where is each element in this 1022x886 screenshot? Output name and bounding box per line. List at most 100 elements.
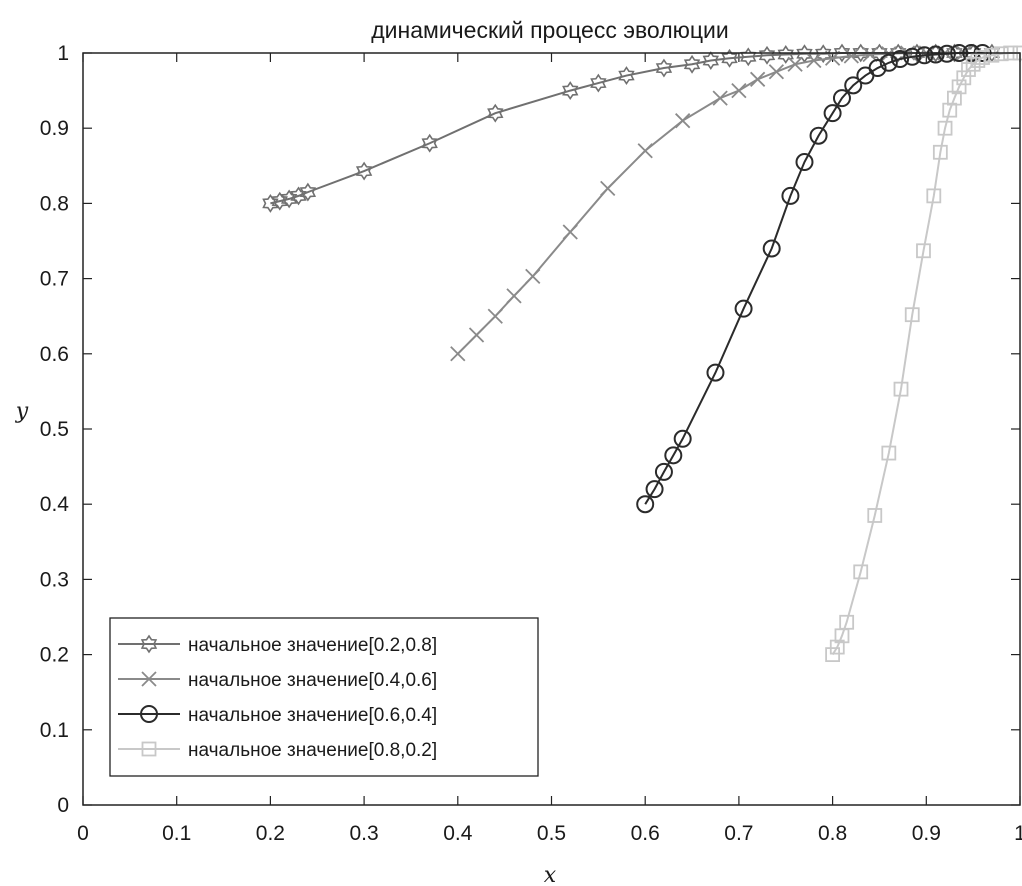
legend-label: начальное значение[0.2,0.8] [188,635,437,656]
y-tick-label: 1 [57,42,69,65]
data-point [956,70,972,86]
legend-swatch-marker [141,671,157,687]
data-point [673,429,692,448]
data-point [903,47,922,66]
data-point [839,614,855,630]
data-point [758,45,776,65]
data-point [702,51,719,70]
data-point [853,564,869,580]
y-tick-label: 0.3 [40,568,69,591]
x-axis-label: x [544,863,557,886]
data-point [781,186,800,205]
data-point [721,48,738,68]
y-tick-label: 0.2 [40,644,69,667]
data-point [937,120,953,136]
x-tick-label: 0.9 [912,822,941,845]
data-point [891,50,910,69]
data-point [506,288,522,304]
x-tick-label: 0.7 [724,822,753,845]
data-point [562,81,579,101]
y-tick-label: 0.7 [40,268,69,291]
legend-swatch-marker [140,634,158,654]
data-point [868,59,887,78]
data-point [468,327,485,343]
data-point [970,53,986,68]
legend-label: начальное значение[0.8,0.2] [188,740,437,761]
y-tick-label: 0 [57,794,69,817]
data-point [712,90,728,106]
data-point [843,48,859,64]
data-point [655,58,673,78]
data-point [355,161,373,181]
x-tick-label: 0.5 [537,822,566,845]
data-point [271,191,288,211]
series-layer [262,43,1022,662]
axis-ticks: 0 0.1 0.2 0.3 0.4 0.5 0.6 0.7 0.8 0.9 1 0 0.1 0.2 0.3 0… [40,42,1022,845]
data-point [951,79,967,95]
x-tick-label: 0.6 [631,822,660,845]
data-point [825,647,840,662]
data-point [942,102,958,118]
data-point [823,104,842,123]
data-point [731,82,747,99]
data-point [893,381,909,397]
data-point [844,76,863,95]
y-tick-label: 0.9 [40,117,69,140]
legend: начальное значение[0.2,0.8] начальное зна… [109,617,539,777]
series-line-4 [831,52,1020,656]
data-point [809,126,828,145]
data-point [683,54,701,74]
data-point [734,299,753,318]
data-point [654,462,673,481]
y-tick-label: 0.8 [40,192,69,215]
data-point [762,239,781,258]
data-point [290,186,307,206]
x-tick-label: 0.3 [349,822,378,845]
legend-entry-2: начальное значение[0.4,0.6] [118,670,437,691]
data-point [932,144,948,160]
data-point [795,153,814,172]
data-point [916,243,931,259]
data-point [937,44,956,63]
data-point [706,363,725,382]
y-axis-label: y [15,399,29,424]
data-point [946,43,963,63]
data-point [562,224,578,240]
data-point [862,46,878,63]
data-point [879,53,898,72]
legend-swatch-marker [140,705,158,723]
x-tick-label: 1 [1014,822,1022,845]
data-point [890,43,907,63]
data-point [984,47,1000,63]
data-point [262,193,279,213]
data-point [926,188,942,204]
data-point [867,508,883,523]
data-point [750,71,766,87]
legend-entry-3: начальное значение[0.6,0.4] [118,705,437,726]
data-point [768,64,785,80]
data-point [787,56,803,72]
plot-frame [82,52,1021,806]
data-point [600,180,616,196]
data-point [852,43,869,63]
data-point [961,62,976,77]
data-point [815,44,832,64]
data-point [833,43,851,63]
y-tick-label: 0.4 [40,493,70,516]
data-point [280,189,298,209]
legend-label: начальное значение[0.4,0.6] [188,670,437,691]
data-point [806,52,822,69]
data-point [881,46,897,62]
data-point [675,113,691,129]
legend-swatch-marker [141,741,157,757]
data-point [450,346,466,362]
data-point [636,495,655,514]
data-point [829,639,845,655]
legend-entry-4: начальное значение[0.8,0.2] [118,740,437,761]
x-tick-label: 0.8 [818,822,847,845]
series-line-3 [644,52,983,505]
data-point [664,446,683,465]
data-point [975,50,990,65]
y-tick-label: 0.1 [40,719,69,742]
